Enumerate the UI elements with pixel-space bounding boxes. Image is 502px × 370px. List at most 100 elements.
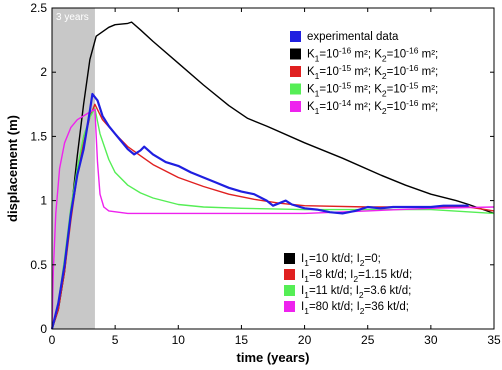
legend-text-part: m²; bbox=[351, 101, 374, 113]
legend-text-part: -16 bbox=[406, 46, 419, 56]
legend-text-part: I bbox=[301, 253, 304, 265]
x-tick-label: 5 bbox=[112, 333, 119, 347]
legend-text-part: 2 bbox=[353, 274, 358, 284]
legend-text-part: =10 bbox=[387, 101, 407, 113]
x-tick-label: 0 bbox=[49, 333, 56, 347]
legend-text-part: =8 kt/d; bbox=[309, 269, 350, 281]
shaded-region-layer: 3 years bbox=[52, 8, 95, 329]
legend-label-2: I1=11 kt/d; I2=3.6 kt/d; bbox=[301, 285, 411, 300]
legend-text-part: -16 bbox=[406, 98, 419, 108]
legend-bottom: I1=10 kt/d; I2=0;I1=8 kt/d; I2=1.15 kt/d… bbox=[284, 253, 412, 316]
legend-swatch-2 bbox=[284, 285, 295, 296]
legend-label-3: K1=10-15 m²; K2=10-15 m²; bbox=[307, 81, 438, 99]
legend-text-part: 2 bbox=[382, 89, 387, 99]
legend-text-part: 2 bbox=[382, 54, 387, 64]
legend-text-part: K bbox=[374, 101, 382, 113]
legend-text-part: 2 bbox=[359, 290, 364, 300]
legend-text-part: 1 bbox=[315, 54, 320, 64]
legend-text-part: m²; bbox=[418, 101, 438, 113]
legend-text-part: 2 bbox=[360, 306, 365, 316]
legend-label-1: I1=8 kt/d; I2=1.15 kt/d; bbox=[301, 269, 412, 284]
y-tick-label: 1 bbox=[40, 194, 47, 208]
shaded-region-label: 3 years bbox=[56, 12, 89, 23]
x-tick-label: 10 bbox=[172, 333, 186, 347]
legend-text-part: K bbox=[307, 66, 315, 78]
plot-area bbox=[52, 8, 494, 329]
legend-text-part: experimental data bbox=[307, 31, 399, 43]
legend-text-part: K bbox=[307, 49, 315, 61]
legend-text-part: =10 bbox=[319, 49, 339, 61]
plot-frame bbox=[51, 7, 495, 330]
legend-label-0: I1=10 kt/d; I2=0; bbox=[301, 253, 381, 268]
legend-text-part: 1 bbox=[304, 306, 309, 316]
y-axis-title: displacement (m) bbox=[5, 115, 20, 222]
legend-text-part: K bbox=[307, 84, 315, 96]
legend-text-part: m²; bbox=[418, 84, 438, 96]
legend-swatch-3 bbox=[284, 301, 295, 312]
plot-background bbox=[52, 8, 494, 329]
legend-text-part: m²; bbox=[351, 84, 374, 96]
y-tick-label: 1.5 bbox=[30, 129, 47, 143]
axes-layer: 0 5 10 15 20 25 30 35 0 0.5 1 1.5 2 2.5 bbox=[30, 1, 501, 347]
legend-text-part: 1 bbox=[304, 290, 309, 300]
legend-swatch-1 bbox=[290, 48, 301, 60]
legend-label-4: K1=10-14 m²; K2=10-16 m²; bbox=[307, 98, 438, 116]
y-tick-label: 2 bbox=[40, 65, 47, 79]
legend-text-part: K bbox=[374, 66, 382, 78]
y-tick-label: 0.5 bbox=[30, 258, 47, 272]
legend-label-1: K1=10-16 m²; K2=10-16 m²; bbox=[307, 46, 438, 64]
legend-text-part: =10 kt/d; bbox=[309, 253, 357, 265]
legend-text-part: I bbox=[356, 285, 359, 297]
legend-text-part: =3.6 kt/d; bbox=[364, 285, 412, 297]
legend-text-part: -14 bbox=[339, 98, 352, 108]
legend-text-part: 1 bbox=[304, 274, 309, 284]
legend-text-part: I bbox=[301, 285, 304, 297]
legend-text-part: 1 bbox=[315, 89, 320, 99]
legend-text-part: =10 bbox=[387, 84, 407, 96]
legend-swatch-0 bbox=[290, 31, 301, 42]
x-tick-label: 25 bbox=[361, 333, 375, 347]
legend-text-part: K bbox=[374, 49, 382, 61]
shaded-region bbox=[52, 8, 95, 329]
legend-text-part: -15 bbox=[339, 81, 352, 91]
legend-text-part: -15 bbox=[406, 81, 419, 91]
legend-text-part: 1 bbox=[304, 258, 309, 268]
legend-text-part: 2 bbox=[382, 71, 387, 81]
series-layer bbox=[50, 21, 495, 330]
legend-swatch-3 bbox=[290, 83, 301, 95]
legend-swatch-2 bbox=[290, 66, 301, 77]
x-tick-label: 35 bbox=[487, 333, 501, 347]
legend-text-part: =10 bbox=[387, 66, 407, 78]
legend-text-part: 2 bbox=[360, 258, 365, 268]
x-tick-label: 20 bbox=[298, 333, 312, 347]
legend-swatch-4 bbox=[290, 101, 301, 112]
legend-text-part: -16 bbox=[406, 63, 419, 73]
x-tick-label: 15 bbox=[235, 333, 249, 347]
legend-text-part: 1 bbox=[315, 106, 320, 116]
y-tick-label: 2.5 bbox=[30, 1, 47, 15]
legend-text-part: K bbox=[374, 84, 382, 96]
legend-text-part: I bbox=[357, 301, 360, 313]
legend-text-part: I bbox=[301, 269, 304, 281]
legend-label-2: K1=10-15 m²; K2=10-16 m²; bbox=[307, 63, 438, 81]
legend-text-part: m²; bbox=[351, 66, 374, 78]
legend-text-part: =11 kt/d; bbox=[309, 285, 356, 297]
legend-text-part: -16 bbox=[339, 46, 352, 56]
legend-text-part: m²; bbox=[418, 66, 438, 78]
legend-text-part: =1.15 kt/d; bbox=[358, 269, 412, 281]
legend-text-part: I bbox=[357, 253, 360, 265]
series-line-3 bbox=[51, 108, 495, 330]
x-tick-label: 30 bbox=[424, 333, 438, 347]
legend-text-part: K bbox=[307, 101, 315, 113]
legend-text-part: 2 bbox=[382, 106, 387, 116]
legend-label-3: I1=80 kt/d; I2=36 kt/d; bbox=[301, 301, 409, 316]
series-line-0 bbox=[51, 21, 495, 330]
legend-text-part: =10 bbox=[387, 49, 407, 61]
legend-text-part: m²; bbox=[418, 49, 438, 61]
legend-text-part: =0; bbox=[365, 253, 381, 265]
x-axis-title: time (years) bbox=[237, 350, 310, 365]
legend-text-part: =10 bbox=[319, 84, 339, 96]
